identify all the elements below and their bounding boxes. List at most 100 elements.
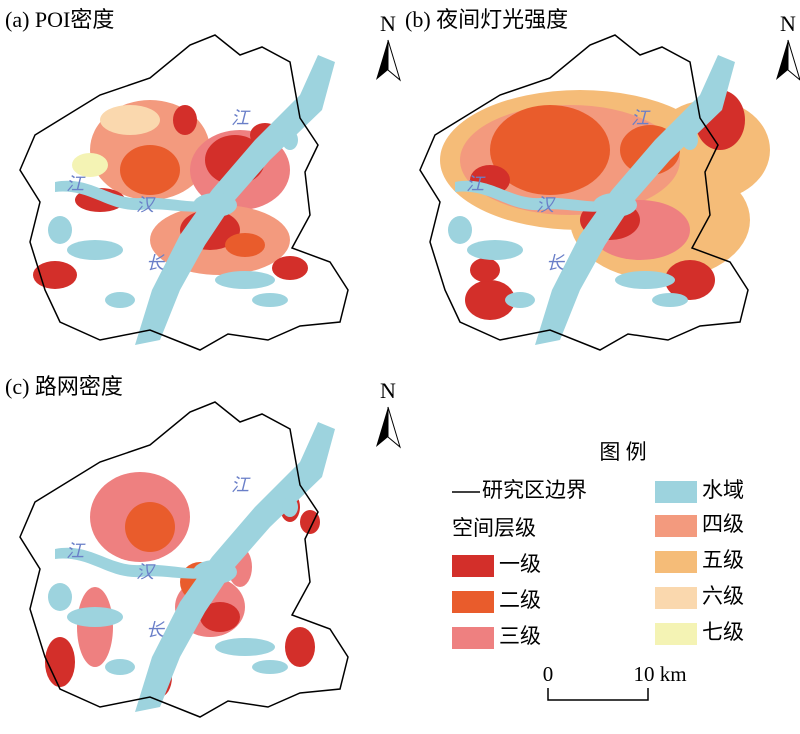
level-swatch <box>655 587 697 609</box>
level-title: 空间层级 <box>452 516 536 540</box>
river <box>455 180 615 212</box>
scale-bar: 0 10 km <box>543 662 687 701</box>
lake <box>193 560 237 584</box>
level-label: 一级 <box>499 552 541 576</box>
level-zone <box>173 105 197 135</box>
level-zone <box>100 105 160 135</box>
lake <box>652 293 688 307</box>
north-arrow <box>776 40 788 80</box>
lake <box>215 271 275 289</box>
lake <box>282 130 298 150</box>
panel-title: (b) 夜间灯光强度 <box>405 7 568 32</box>
level-zone <box>125 502 175 552</box>
river-label: 长 <box>546 253 566 273</box>
level-zone <box>465 280 515 320</box>
north-arrow <box>387 406 401 449</box>
lake <box>448 216 472 244</box>
water-swatch <box>655 481 697 503</box>
river-label: 长 <box>146 253 166 273</box>
level-zone <box>470 258 500 282</box>
panel-title: (a) POI密度 <box>5 7 114 32</box>
river-label: 江 <box>631 108 651 128</box>
lake <box>67 607 123 627</box>
north-label: N <box>380 11 396 36</box>
level-swatch <box>655 515 697 537</box>
level-zone <box>272 256 308 280</box>
river <box>535 55 735 345</box>
lake <box>252 660 288 674</box>
level-zone <box>665 260 715 300</box>
north-arrow <box>787 39 800 81</box>
lake <box>682 130 698 150</box>
north-arrow <box>376 407 388 447</box>
river-label: 江 <box>231 475 251 495</box>
study-boundary <box>419 34 749 351</box>
lake <box>252 293 288 307</box>
river-label: 汉 <box>536 195 556 215</box>
level-zone <box>225 233 265 257</box>
level-zone <box>200 602 240 632</box>
lake <box>593 193 637 217</box>
level-zone <box>120 145 180 195</box>
river <box>135 55 335 345</box>
lake <box>215 638 275 656</box>
level-swatch <box>452 627 494 649</box>
lake <box>105 292 135 308</box>
study-boundary <box>19 34 349 351</box>
level-label: 二级 <box>499 588 541 612</box>
lake <box>48 216 72 244</box>
level-label: 六级 <box>702 584 744 608</box>
lake <box>467 240 523 260</box>
river-label: 江 <box>66 174 86 194</box>
level-swatch <box>452 591 494 613</box>
level-zone <box>300 510 320 534</box>
level-swatch <box>655 551 697 573</box>
river-label: 汉 <box>136 195 156 215</box>
level-label: 五级 <box>702 548 744 572</box>
river <box>55 180 215 212</box>
level-swatch <box>452 555 494 577</box>
river-label: 江 <box>231 108 251 128</box>
lake <box>67 240 123 260</box>
level-label: 三级 <box>499 624 541 648</box>
river-label: 长 <box>146 620 166 640</box>
north-label: N <box>380 378 396 403</box>
level-zone <box>490 105 610 195</box>
river-label: 江 <box>66 541 86 561</box>
river-label: 江 <box>466 174 486 194</box>
boundary-label: 研究区边界 <box>482 478 587 502</box>
panel-title: (c) 路网密度 <box>5 374 123 399</box>
north-arrow <box>387 39 401 82</box>
lake <box>505 292 535 308</box>
level-label: 四级 <box>702 512 744 536</box>
region <box>20 35 348 350</box>
scale-line <box>547 688 649 701</box>
lake <box>193 193 237 217</box>
north-label: N <box>780 11 796 36</box>
scale-label: 0 <box>543 662 554 686</box>
level-zone <box>72 153 108 177</box>
legend-title: 图 例 <box>599 440 646 464</box>
scale-label: 10 km <box>633 662 686 686</box>
river-label: 汉 <box>136 562 156 582</box>
level-zone <box>33 261 77 289</box>
north-arrow <box>376 40 388 80</box>
lake <box>282 497 298 517</box>
lake <box>48 583 72 611</box>
lake <box>615 271 675 289</box>
lake <box>105 659 135 675</box>
level-zone <box>45 637 75 687</box>
water-label: 水域 <box>702 478 744 502</box>
river <box>55 547 215 579</box>
river <box>135 422 335 712</box>
level-label: 七级 <box>702 620 744 644</box>
level-zone <box>285 627 315 667</box>
level-swatch <box>655 623 697 645</box>
study-boundary <box>19 401 349 718</box>
